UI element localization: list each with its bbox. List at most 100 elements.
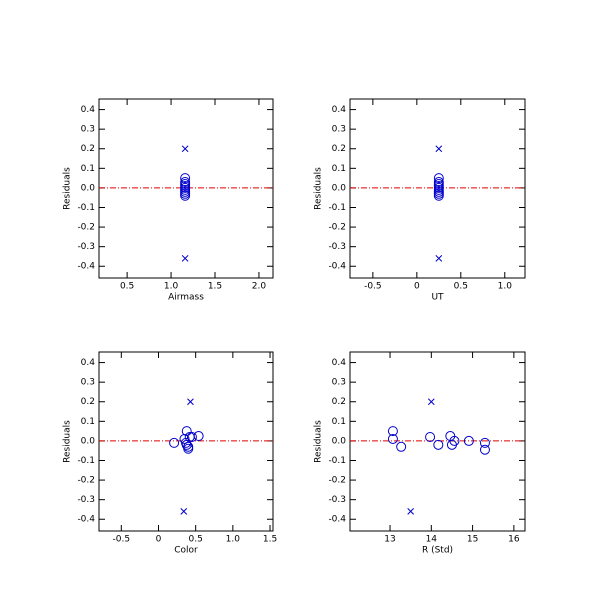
- cross-point: [180, 508, 188, 515]
- circle-point: [180, 190, 191, 201]
- y-tick-label: 0.4: [332, 358, 347, 368]
- x-tick-label: 1.5: [208, 282, 222, 292]
- circle-point: [387, 433, 398, 444]
- x-tick-label: 1.0: [498, 282, 513, 292]
- x-tick-label: 0.5: [454, 282, 468, 292]
- cross-point: [187, 398, 194, 406]
- y-tick-label: 0.3: [332, 378, 346, 388]
- y-tick-label: -0.3: [328, 242, 346, 252]
- y-tick-label: 0.0: [332, 183, 347, 193]
- circle-point: [193, 431, 204, 442]
- cross-stroke: [427, 398, 435, 406]
- circle-point: [433, 190, 444, 201]
- y-tick-label: 0.1: [81, 417, 95, 427]
- x-tick-label: 14: [426, 535, 438, 545]
- circle-point: [433, 439, 444, 450]
- cross-stroke: [187, 398, 194, 406]
- y-tick-label: -0.3: [77, 242, 95, 252]
- plot-frame: [349, 351, 526, 532]
- y-tick-label: 0.2: [81, 397, 95, 407]
- y-tick-label: -0.4: [77, 515, 95, 525]
- x-axis-label: Airmass: [168, 293, 204, 303]
- x-tick-label: 15: [467, 535, 478, 545]
- y-axis-label: Residuals: [63, 420, 73, 463]
- y-axis-label: Residuals: [63, 167, 73, 210]
- circle-point: [433, 173, 444, 184]
- x-tick-label: 16: [508, 535, 520, 545]
- cross-stroke: [407, 508, 415, 515]
- y-tick-label: 0.4: [332, 105, 347, 115]
- y-tick-label: -0.2: [77, 223, 95, 233]
- x-tick-label: 1.0: [164, 282, 179, 292]
- cross-stroke: [180, 508, 188, 515]
- plot-frame: [98, 98, 274, 279]
- y-tick-label: 0.0: [332, 436, 347, 446]
- x-tick-label: 1.5: [263, 535, 277, 545]
- x-tick-label: -0.5: [113, 535, 131, 545]
- y-tick-label: 0.4: [81, 105, 96, 115]
- y-tick-label: -0.1: [328, 203, 346, 213]
- x-axis-label: R (Std): [422, 546, 453, 556]
- y-tick-label: -0.4: [77, 262, 95, 272]
- cross-stroke: [435, 145, 443, 153]
- y-tick-label: -0.2: [328, 223, 346, 233]
- x-tick-label: -0.5: [364, 282, 382, 292]
- y-tick-label: 0.0: [81, 436, 96, 446]
- x-tick-label: 13: [384, 535, 395, 545]
- y-tick-label: 0.4: [81, 358, 96, 368]
- x-axis-label: Color: [174, 546, 198, 556]
- y-tick-label: -0.3: [328, 495, 346, 505]
- y-axis-label: Residuals: [314, 420, 324, 463]
- circle-point: [183, 443, 194, 454]
- y-tick-label: 0.0: [81, 183, 96, 193]
- x-tick-label: 0.5: [120, 282, 134, 292]
- y-tick-label: 0.1: [81, 164, 95, 174]
- circle-point: [479, 437, 490, 448]
- cross-point: [407, 508, 415, 515]
- x-tick-label: 0: [156, 535, 162, 545]
- cross-point: [181, 255, 189, 262]
- plot-frame: [349, 98, 526, 279]
- y-tick-label: -0.3: [77, 495, 95, 505]
- y-tick-label: -0.4: [328, 515, 346, 525]
- y-tick-label: -0.1: [77, 203, 95, 213]
- y-tick-label: -0.2: [328, 476, 346, 486]
- plot-frame: [98, 351, 274, 532]
- x-tick-label: 1.0: [226, 535, 241, 545]
- y-tick-label: 0.3: [81, 378, 95, 388]
- cross-point: [181, 145, 189, 153]
- circle-point: [186, 431, 197, 442]
- cross-stroke: [435, 255, 443, 262]
- x-tick-label: 0: [414, 282, 420, 292]
- y-tick-label: 0.2: [332, 397, 346, 407]
- y-tick-label: -0.4: [328, 262, 346, 272]
- circle-point: [479, 444, 490, 455]
- y-axis-label: Residuals: [314, 167, 324, 210]
- circle-point: [387, 426, 398, 437]
- circle-point: [180, 173, 191, 184]
- cross-point: [435, 255, 443, 262]
- y-tick-label: 0.3: [332, 125, 346, 135]
- x-axis-label: UT: [431, 293, 444, 303]
- y-tick-label: -0.1: [328, 456, 346, 466]
- x-tick-label: 0.5: [189, 535, 203, 545]
- cross-stroke: [181, 145, 189, 153]
- y-tick-label: 0.1: [332, 417, 346, 427]
- y-tick-label: 0.1: [332, 164, 346, 174]
- circle-point: [396, 441, 407, 452]
- circle-point: [169, 437, 180, 448]
- cross-point: [435, 145, 443, 153]
- y-tick-label: 0.2: [81, 144, 95, 154]
- cross-point: [427, 398, 435, 406]
- circle-point: [425, 431, 436, 442]
- cross-stroke: [181, 255, 189, 262]
- y-tick-label: 0.3: [81, 125, 95, 135]
- y-tick-label: 0.2: [332, 144, 346, 154]
- circle-point: [449, 435, 460, 446]
- circle-point: [181, 426, 192, 437]
- y-tick-label: -0.1: [77, 456, 95, 466]
- x-tick-label: 2.0: [252, 282, 267, 292]
- y-tick-label: -0.2: [77, 476, 95, 486]
